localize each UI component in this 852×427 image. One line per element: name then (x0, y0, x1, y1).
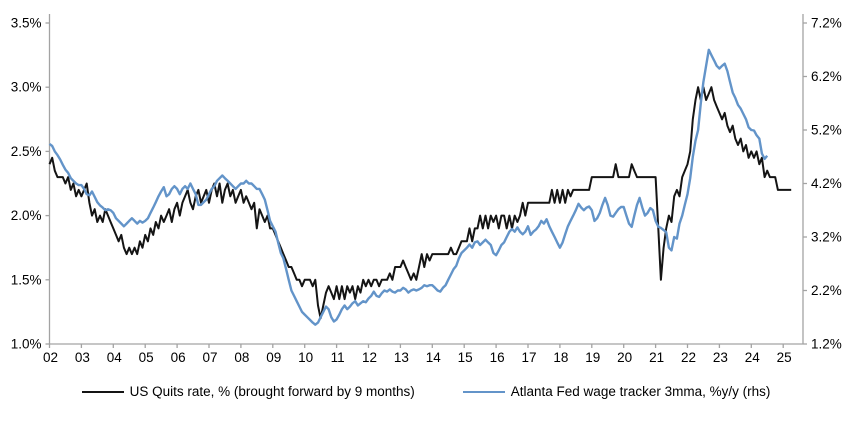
y-axis-left-tick-label: 1.5% (11, 272, 42, 287)
y-axis-left-tick-label: 2.0% (11, 208, 42, 223)
x-axis-tick-label: 11 (331, 350, 345, 365)
x-axis-tick-label: 22 (681, 350, 696, 365)
x-axis-tick-label: 24 (745, 350, 761, 365)
y-axis-right-tick-label: 7.2% (811, 16, 842, 31)
quits-rate-series-line (48, 86, 792, 320)
y-axis-left-tick-label: 3.5% (11, 16, 42, 31)
x-axis-tick-label: 07 (202, 350, 217, 365)
y-axis-right-tick-label: 1.2% (811, 337, 842, 352)
y-axis-right-tick-label: 2.2% (811, 283, 842, 298)
x-axis-tick-label: 16 (490, 350, 505, 365)
x-axis-tick-label: 06 (171, 350, 186, 365)
x-axis-tick-label: 23 (713, 350, 728, 365)
y-axis-left-tick-label: 3.0% (11, 80, 42, 95)
y-axis-right-tick-label: 4.2% (811, 176, 842, 191)
quits-line-sample (81, 390, 124, 393)
chart-legend: US Quits rate, % (brought forward by 9 m… (0, 384, 852, 399)
x-axis-tick-label: 02 (43, 350, 58, 365)
legend-label-quits-rate: US Quits rate, % (brought forward by 9 m… (129, 384, 415, 399)
y-axis-right-tick-label: 5.2% (811, 123, 842, 138)
wage-tracker-series-line (48, 48, 769, 326)
x-axis-tick-label: 12 (362, 350, 377, 365)
x-axis-tick-label: 18 (553, 350, 568, 365)
x-axis-tick-label: 09 (266, 350, 281, 365)
x-axis-tick-label: 20 (617, 350, 632, 365)
x-axis-tick-label: 03 (75, 350, 90, 365)
x-axis-tick-label: 08 (234, 350, 249, 365)
y-axis-left-tick-label: 2.5% (11, 144, 42, 159)
legend-label-wage-tracker: Atlanta Fed wage tracker 3mma, %y/y (rhs… (510, 384, 771, 399)
x-axis-tick-label: 10 (298, 350, 313, 365)
legend-item-quits-rate: US Quits rate, % (brought forward by 9 m… (81, 384, 415, 399)
x-axis-tick-label: 14 (426, 350, 442, 365)
x-axis-tick-label: 21 (649, 350, 664, 365)
x-axis-tick-label: 15 (458, 350, 473, 365)
x-axis-tick-label: 05 (139, 350, 154, 365)
legend-item-wage-tracker: Atlanta Fed wage tracker 3mma, %y/y (rhs… (462, 384, 771, 399)
x-axis-tick-label: 17 (521, 350, 536, 365)
x-axis-tick-label: 04 (107, 350, 123, 365)
x-axis-tick-label: 13 (394, 350, 409, 365)
y-axis-right-tick-label: 6.2% (811, 69, 842, 84)
y-axis-right-tick-label: 3.2% (811, 230, 842, 245)
x-axis-tick-label: 19 (585, 350, 600, 365)
x-axis-tick-label: 25 (777, 350, 792, 365)
wage-tracker-line-sample (462, 390, 505, 393)
y-axis-left-tick-label: 1.0% (11, 337, 42, 352)
